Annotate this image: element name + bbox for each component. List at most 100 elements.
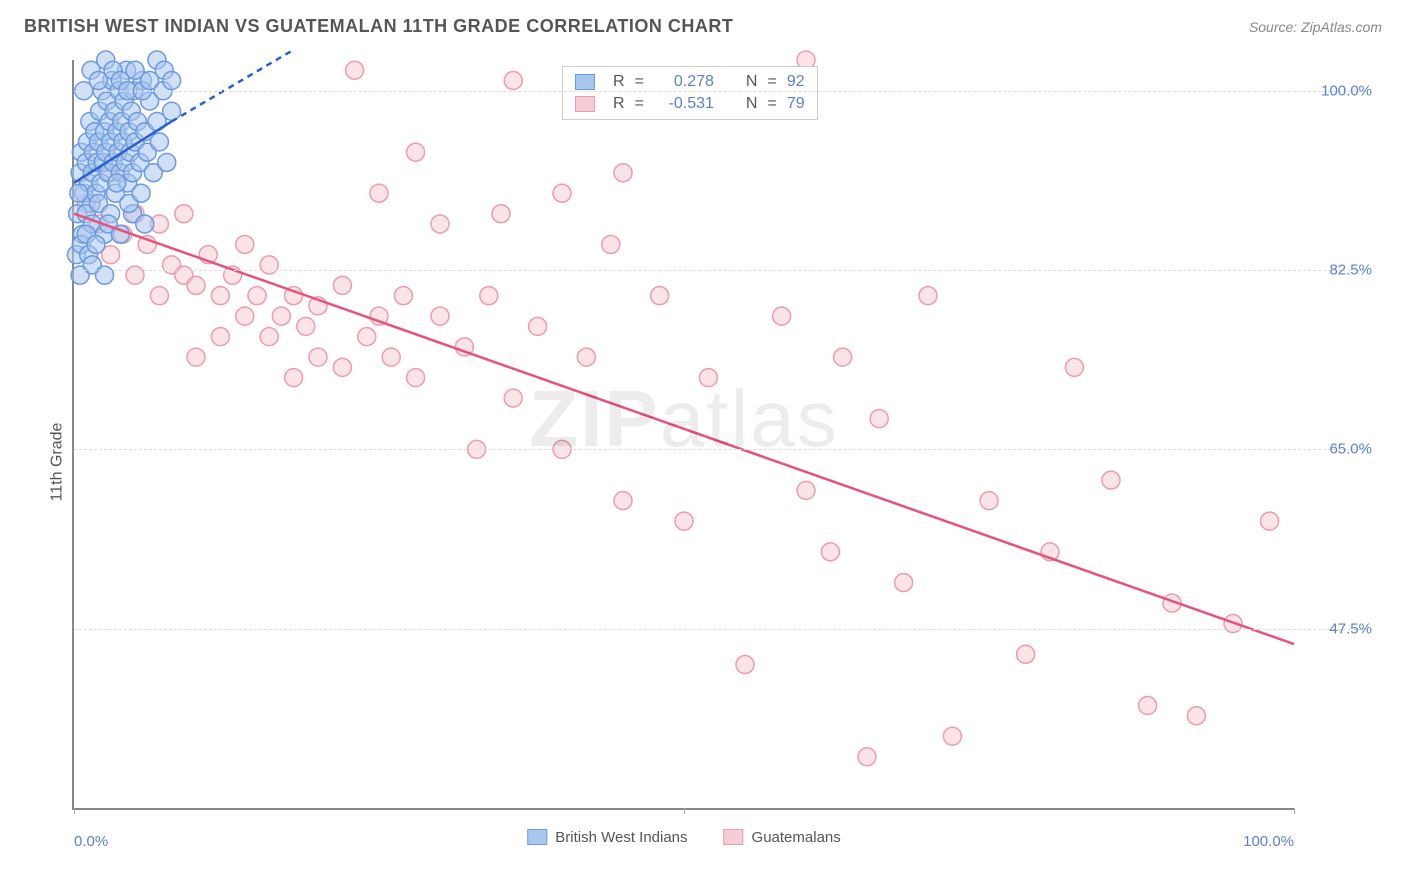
gridline [74, 91, 1366, 92]
trend-line [172, 50, 294, 122]
data-point [858, 748, 876, 766]
data-point [577, 348, 595, 366]
r-label: R [613, 95, 625, 113]
gridline [74, 449, 1366, 450]
data-point [126, 266, 144, 284]
stats-row-bwi: R = 0.278 N = 92 [575, 71, 805, 93]
data-point [1261, 512, 1279, 530]
legend-swatch-bwi [527, 829, 547, 845]
data-point [260, 328, 278, 346]
data-point [163, 102, 181, 120]
data-point [980, 492, 998, 510]
data-point [211, 328, 229, 346]
source-attribution: Source: ZipAtlas.com [1249, 19, 1382, 35]
data-point [333, 276, 351, 294]
data-point [480, 287, 498, 305]
data-point [158, 153, 176, 171]
r-label: R [613, 73, 625, 91]
n-value-bwi: 92 [787, 73, 805, 91]
gridline [74, 629, 1366, 630]
n-label: N [746, 73, 758, 91]
data-point [553, 184, 571, 202]
eq-label: = [635, 95, 644, 113]
data-point [346, 61, 364, 79]
data-point [943, 727, 961, 745]
source-prefix: Source: [1249, 19, 1301, 35]
data-point [248, 287, 266, 305]
data-point [96, 266, 114, 284]
y-tick-label: 47.5% [1329, 620, 1372, 637]
y-tick-label: 65.0% [1329, 441, 1372, 458]
data-point [407, 369, 425, 387]
scatter-svg [74, 60, 1294, 808]
eq-label: = [767, 73, 776, 91]
data-point [1187, 707, 1205, 725]
data-point [504, 389, 522, 407]
y-tick-label: 82.5% [1329, 262, 1372, 279]
legend-swatch-gua [724, 829, 744, 845]
data-point [236, 235, 254, 253]
data-point [736, 656, 754, 674]
data-point [492, 205, 510, 223]
data-point [309, 348, 327, 366]
bottom-legend: British West Indians Guatemalans [527, 829, 841, 846]
legend-label-bwi: British West Indians [555, 829, 687, 846]
swatch-bwi [575, 74, 595, 90]
data-point [150, 133, 168, 151]
r-value-gua: -0.531 [654, 95, 714, 113]
data-point [529, 317, 547, 335]
x-tick-label: 100.0% [1243, 833, 1294, 850]
data-point [1017, 645, 1035, 663]
y-tick-label: 100.0% [1321, 82, 1372, 99]
x-tick-mark [684, 808, 685, 814]
legend-item-bwi: British West Indians [527, 829, 687, 846]
stats-legend: R = 0.278 N = 92 R = -0.531 N = 79 [562, 66, 818, 120]
data-point [132, 184, 150, 202]
data-point [431, 215, 449, 233]
data-point [821, 543, 839, 561]
data-point [187, 348, 205, 366]
data-point [614, 164, 632, 182]
data-point [1139, 697, 1157, 715]
eq-label: = [767, 95, 776, 113]
data-point [175, 205, 193, 223]
data-point [919, 287, 937, 305]
data-point [333, 358, 351, 376]
swatch-gua [575, 96, 595, 112]
data-point [136, 215, 154, 233]
r-value-bwi: 0.278 [654, 73, 714, 91]
data-point [150, 287, 168, 305]
gridline [74, 270, 1366, 271]
data-point [260, 256, 278, 274]
plot-area: ZIPatlas R = 0.278 N = 92 R = -0.531 N = [72, 60, 1294, 810]
data-point [834, 348, 852, 366]
chart-container: 11th Grade ZIPatlas R = 0.278 N = 92 R =… [24, 56, 1382, 868]
data-point [773, 307, 791, 325]
legend-item-gua: Guatemalans [724, 829, 841, 846]
data-point [602, 235, 620, 253]
data-point [358, 328, 376, 346]
data-point [870, 410, 888, 428]
data-point [285, 369, 303, 387]
data-point [382, 348, 400, 366]
eq-label: = [635, 73, 644, 91]
data-point [1065, 358, 1083, 376]
data-point [236, 307, 254, 325]
data-point [504, 71, 522, 89]
data-point [699, 369, 717, 387]
source-name: ZipAtlas.com [1301, 19, 1382, 35]
data-point [431, 307, 449, 325]
stats-row-gua: R = -0.531 N = 79 [575, 93, 805, 115]
data-point [297, 317, 315, 335]
data-point [394, 287, 412, 305]
data-point [675, 512, 693, 530]
data-point [651, 287, 669, 305]
data-point [272, 307, 290, 325]
data-point [70, 184, 88, 202]
data-point [614, 492, 632, 510]
data-point [370, 184, 388, 202]
n-value-gua: 79 [787, 95, 805, 113]
data-point [797, 481, 815, 499]
data-point [108, 174, 126, 192]
data-point [211, 287, 229, 305]
